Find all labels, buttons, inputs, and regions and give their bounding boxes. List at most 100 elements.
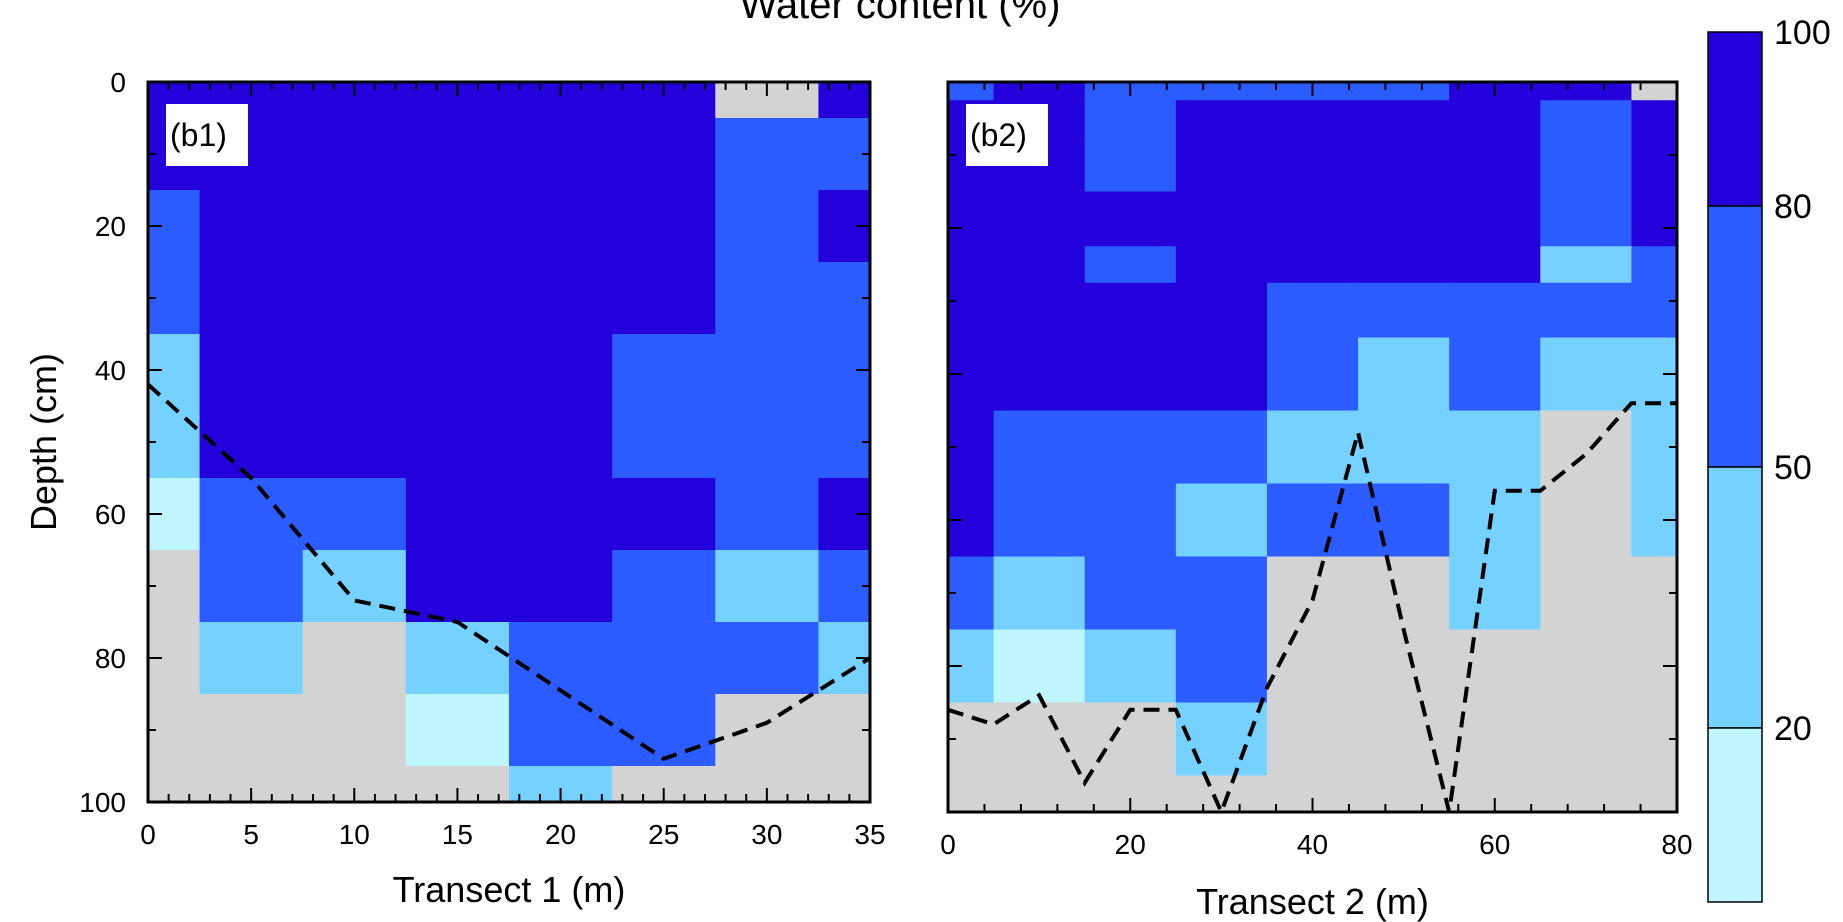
- heatmap-cell: [1631, 246, 1678, 284]
- b1-panel-label-box: [166, 104, 248, 166]
- heatmap-cell: [1175, 775, 1268, 813]
- heatmap-cell: [1631, 82, 1678, 101]
- heatmap-cell: [715, 262, 820, 335]
- b1-heatmap-cells: [148, 82, 871, 803]
- b1-dashed-line: [146, 382, 872, 762]
- heatmap-cell: [1449, 100, 1541, 138]
- heatmap-cell: [1449, 136, 1541, 193]
- heatmap-cell: [302, 262, 407, 335]
- heatmap-cell: [948, 82, 995, 101]
- heatmap-cell: [509, 334, 613, 407]
- heatmap-cell: [199, 622, 304, 695]
- heatmap-cell: [199, 478, 304, 551]
- b2-dashed-line: [947, 401, 1677, 818]
- heatmap-cell: [1449, 191, 1541, 247]
- heatmap-cell: [612, 550, 716, 623]
- heatmap-cell: [993, 337, 1086, 412]
- heatmap-cell: [509, 262, 613, 335]
- heatmap-cell: [948, 191, 995, 247]
- heatmap-cell: [612, 406, 716, 479]
- heatmap-cell: [1540, 136, 1633, 193]
- heatmap-cell: [302, 622, 407, 695]
- heatmap-cell: [715, 478, 820, 551]
- x-tick-label: 60: [1479, 829, 1510, 860]
- heatmap-cell: [1358, 629, 1450, 704]
- heatmap-cell: [1358, 100, 1450, 138]
- heatmap-cell: [1631, 191, 1678, 247]
- heatmap-cell: [1358, 702, 1450, 777]
- heatmap-cell: [509, 190, 613, 263]
- heatmap-cell: [1175, 629, 1268, 704]
- x-tick-label: 5: [243, 819, 259, 850]
- heatmap-cell: [148, 550, 201, 623]
- heatmap-cell: [1540, 483, 1633, 558]
- heatmap-cell: [509, 406, 613, 479]
- b2-ticks: 0 20 40 60 80: [940, 81, 1693, 860]
- heatmap-cell: [1266, 191, 1359, 247]
- heatmap-cell: [1084, 702, 1177, 777]
- colorbar-segment: [1707, 466, 1763, 729]
- heatmap-cell: [148, 406, 201, 479]
- heatmap-cell: [993, 282, 1086, 339]
- heatmap-cell: [1175, 410, 1268, 485]
- heatmap-cell: [818, 550, 871, 623]
- heatmap-cell: [818, 694, 871, 767]
- heatmap-cell: [1449, 556, 1541, 631]
- heatmap-cell: [405, 694, 510, 767]
- heatmap-cell: [993, 191, 1086, 247]
- heatmap-cell: [993, 556, 1086, 631]
- heatmap-cell: [612, 622, 716, 695]
- heatmap-cell: [302, 406, 407, 479]
- colorbar-label: 50: [1774, 449, 1812, 487]
- heatmap-cell: [148, 694, 201, 767]
- heatmap-cell: [1084, 100, 1177, 138]
- heatmap-cell: [199, 190, 304, 263]
- heatmap-cell: [1175, 100, 1268, 138]
- heatmap-cell: [818, 262, 871, 335]
- heatmap-cell: [148, 766, 201, 803]
- heatmap-cell: [1540, 629, 1633, 704]
- heatmap-cell: [1084, 337, 1177, 412]
- heatmap-cell: [1175, 483, 1268, 558]
- x-tick-label: 10: [339, 819, 370, 850]
- heatmap-cell: [302, 334, 407, 407]
- y-tick-label: 20: [95, 211, 126, 242]
- heatmap-cell: [993, 483, 1086, 558]
- x-tick-label: 30: [751, 819, 782, 850]
- heatmap-cell: [1449, 282, 1541, 339]
- x-tick-label: 80: [1661, 829, 1692, 860]
- heatmap-cell: [612, 262, 716, 335]
- heatmap-cell: [405, 406, 510, 479]
- colorbar-label: 20: [1774, 710, 1812, 748]
- x-tick-label: 20: [545, 819, 576, 850]
- heatmap-cell: [509, 478, 613, 551]
- heatmap-cell: [1631, 775, 1678, 813]
- heatmap-cell: [199, 334, 304, 407]
- heatmap-cell: [612, 478, 716, 551]
- heatmap-cell: [993, 246, 1086, 284]
- heatmap-cell: [1540, 702, 1633, 777]
- heatmap-cell: [1540, 282, 1633, 339]
- heatmap-cell: [1631, 100, 1678, 138]
- heatmap-cell: [1084, 410, 1177, 485]
- heatmap-cell: [405, 622, 510, 695]
- heatmap-cell: [818, 82, 871, 119]
- heatmap-cell: [1358, 246, 1450, 284]
- b2-panel-label-box: [966, 104, 1048, 166]
- heatmap-cell: [1631, 136, 1678, 193]
- heatmap-cell: [993, 82, 1086, 101]
- y-tick-label: 100: [79, 787, 126, 818]
- heatmap-cell: [199, 262, 304, 335]
- heatmap-cell: [302, 190, 407, 263]
- heatmap-cell: [1175, 191, 1268, 247]
- heatmap-cell: [1358, 282, 1450, 339]
- heatmap-cell: [612, 190, 716, 263]
- y-tick-label: 40: [95, 355, 126, 386]
- heatmap-cell: [405, 334, 510, 407]
- heatmap-cell: [302, 694, 407, 767]
- b1-x-axis-title: Transect 1 (m): [393, 869, 626, 910]
- x-tick-label: 15: [442, 819, 473, 850]
- colorbar: 100 80 50 20: [1707, 14, 1831, 903]
- heatmap-cell: [1266, 136, 1359, 193]
- heatmap-cell: [1358, 410, 1450, 485]
